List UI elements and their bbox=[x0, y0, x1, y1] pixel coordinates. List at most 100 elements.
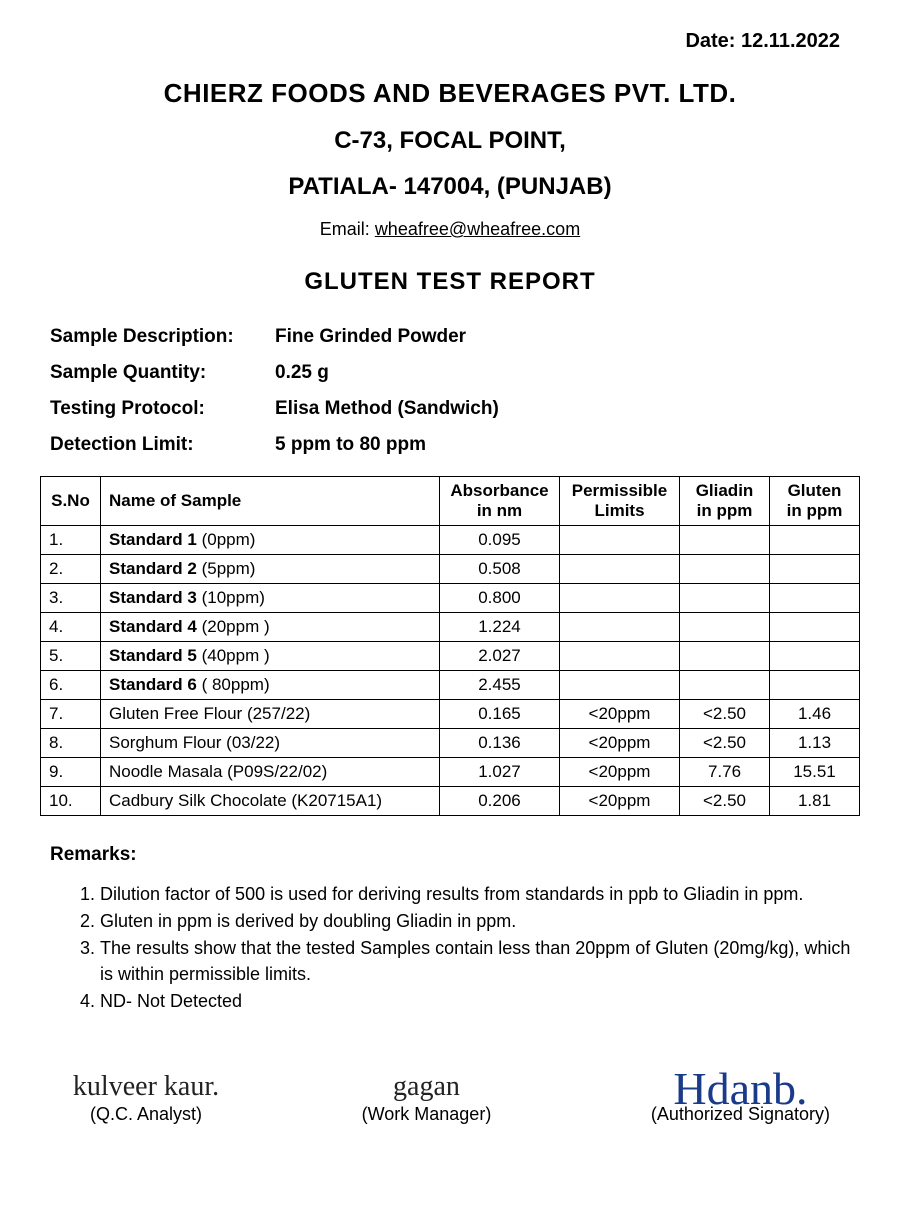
cell-sno: 8. bbox=[41, 729, 101, 758]
signature-work-manager: gagan (Work Manager) bbox=[362, 1104, 492, 1125]
cell-sno: 10. bbox=[41, 787, 101, 816]
cell-perm: <20ppm bbox=[560, 729, 680, 758]
remarks-title: Remarks: bbox=[50, 844, 860, 866]
cell-name: Standard 6 ( 80ppm) bbox=[101, 671, 440, 700]
cell-sno: 7. bbox=[41, 700, 101, 729]
table-row: 1.Standard 1 (0ppm)0.095 bbox=[41, 526, 860, 555]
date-label: Date: 12.11.2022 bbox=[40, 30, 860, 53]
info-label: Testing Protocol: bbox=[50, 398, 275, 420]
cell-perm bbox=[560, 613, 680, 642]
table-row: 7.Gluten Free Flour (257/22)0.165<20ppm<… bbox=[41, 700, 860, 729]
info-label: Sample Quantity: bbox=[50, 362, 275, 384]
col-sno: S.No bbox=[41, 477, 101, 526]
remark-item: The results show that the tested Samples… bbox=[100, 936, 860, 986]
cell-abs: 0.800 bbox=[440, 584, 560, 613]
col-name: Name of Sample bbox=[101, 477, 440, 526]
results-table: S.No Name of Sample Absorbance in nm Per… bbox=[40, 476, 860, 816]
cell-gliadin bbox=[680, 642, 770, 671]
info-row-detection-limit: Detection Limit: 5 ppm to 80 ppm bbox=[50, 434, 860, 456]
signature-scribble-icon: kulveer kaur. bbox=[73, 1071, 219, 1103]
col-absorbance: Absorbance in nm bbox=[440, 477, 560, 526]
cell-sno: 9. bbox=[41, 758, 101, 787]
col-gliadin-l2: in ppm bbox=[697, 501, 753, 520]
table-row: 8.Sorghum Flour (03/22)0.136<20ppm<2.501… bbox=[41, 729, 860, 758]
col-gluten: Gluten in ppm bbox=[770, 477, 860, 526]
remark-item: ND- Not Detected bbox=[100, 989, 860, 1014]
cell-sno: 6. bbox=[41, 671, 101, 700]
cell-abs: 0.508 bbox=[440, 555, 560, 584]
col-permissible: Permissible Limits bbox=[560, 477, 680, 526]
col-abs-l2: in nm bbox=[477, 501, 522, 520]
cell-gliadin: <2.50 bbox=[680, 729, 770, 758]
table-row: 10.Cadbury Silk Chocolate (K20715A1)0.20… bbox=[41, 787, 860, 816]
cell-abs: 2.027 bbox=[440, 642, 560, 671]
cell-gluten bbox=[770, 584, 860, 613]
table-row: 5.Standard 5 (40ppm )2.027 bbox=[41, 642, 860, 671]
col-perm-l1: Permissible bbox=[572, 481, 667, 500]
cell-gliadin bbox=[680, 526, 770, 555]
info-label: Detection Limit: bbox=[50, 434, 275, 456]
signature-scribble-icon: gagan bbox=[393, 1071, 460, 1103]
table-row: 3.Standard 3 (10ppm)0.800 bbox=[41, 584, 860, 613]
info-row-quantity: Sample Quantity: 0.25 g bbox=[50, 362, 860, 384]
signature-qc-label: (Q.C. Analyst) bbox=[90, 1104, 202, 1124]
cell-gliadin bbox=[680, 584, 770, 613]
cell-sno: 1. bbox=[41, 526, 101, 555]
cell-name: Noodle Masala (P09S/22/02) bbox=[101, 758, 440, 787]
cell-gluten bbox=[770, 671, 860, 700]
cell-name: Cadbury Silk Chocolate (K20715A1) bbox=[101, 787, 440, 816]
table-row: 4.Standard 4 (20ppm )1.224 bbox=[41, 613, 860, 642]
cell-abs: 0.165 bbox=[440, 700, 560, 729]
info-value: 5 ppm to 80 ppm bbox=[275, 434, 426, 456]
cell-sno: 3. bbox=[41, 584, 101, 613]
cell-abs: 1.027 bbox=[440, 758, 560, 787]
cell-gluten: 1.46 bbox=[770, 700, 860, 729]
email-address: wheafree@wheafree.com bbox=[375, 219, 580, 239]
cell-name: Standard 4 (20ppm ) bbox=[101, 613, 440, 642]
table-row: 6.Standard 6 ( 80ppm)2.455 bbox=[41, 671, 860, 700]
table-body: 1.Standard 1 (0ppm)0.0952.Standard 2 (5p… bbox=[41, 526, 860, 816]
cell-gluten: 1.13 bbox=[770, 729, 860, 758]
cell-gluten bbox=[770, 613, 860, 642]
signature-authorized: Hdanb. (Authorized Signatory) bbox=[651, 1104, 830, 1125]
cell-name: Sorghum Flour (03/22) bbox=[101, 729, 440, 758]
cell-perm bbox=[560, 526, 680, 555]
col-perm-l2: Limits bbox=[594, 501, 644, 520]
cell-gliadin: <2.50 bbox=[680, 700, 770, 729]
email-prefix: Email: bbox=[320, 219, 375, 239]
report-title: GLUTEN TEST REPORT bbox=[40, 268, 860, 296]
cell-gliadin: <2.50 bbox=[680, 787, 770, 816]
cell-gluten bbox=[770, 642, 860, 671]
info-value: 0.25 g bbox=[275, 362, 329, 384]
cell-gliadin bbox=[680, 671, 770, 700]
cell-abs: 0.095 bbox=[440, 526, 560, 555]
signatures-row: kulveer kaur. (Q.C. Analyst) gagan (Work… bbox=[40, 1104, 860, 1125]
col-gluten-l1: Gluten bbox=[788, 481, 842, 500]
cell-sno: 2. bbox=[41, 555, 101, 584]
cell-gliadin bbox=[680, 613, 770, 642]
cell-perm bbox=[560, 584, 680, 613]
table-row: 9.Noodle Masala (P09S/22/02)1.027<20ppm7… bbox=[41, 758, 860, 787]
col-gliadin: Gliadin in ppm bbox=[680, 477, 770, 526]
cell-abs: 1.224 bbox=[440, 613, 560, 642]
col-abs-l1: Absorbance bbox=[450, 481, 548, 500]
info-value: Elisa Method (Sandwich) bbox=[275, 398, 499, 420]
cell-gluten: 15.51 bbox=[770, 758, 860, 787]
report-header: CHIERZ FOODS AND BEVERAGES PVT. LTD. C-7… bbox=[40, 78, 860, 296]
cell-name: Standard 3 (10ppm) bbox=[101, 584, 440, 613]
col-gluten-l2: in ppm bbox=[787, 501, 843, 520]
cell-sno: 5. bbox=[41, 642, 101, 671]
cell-perm bbox=[560, 671, 680, 700]
signature-scribble-icon: Hdanb. bbox=[673, 1062, 807, 1115]
cell-abs: 0.206 bbox=[440, 787, 560, 816]
address-line-1: C-73, FOCAL POINT, bbox=[40, 127, 860, 155]
cell-abs: 2.455 bbox=[440, 671, 560, 700]
info-label: Sample Description: bbox=[50, 326, 275, 348]
cell-perm: <20ppm bbox=[560, 787, 680, 816]
cell-perm: <20ppm bbox=[560, 700, 680, 729]
cell-name: Standard 5 (40ppm ) bbox=[101, 642, 440, 671]
remarks-list: Dilution factor of 500 is used for deriv… bbox=[50, 882, 860, 1014]
cell-perm: <20ppm bbox=[560, 758, 680, 787]
cell-name: Standard 2 (5ppm) bbox=[101, 555, 440, 584]
info-row-description: Sample Description: Fine Grinded Powder bbox=[50, 326, 860, 348]
